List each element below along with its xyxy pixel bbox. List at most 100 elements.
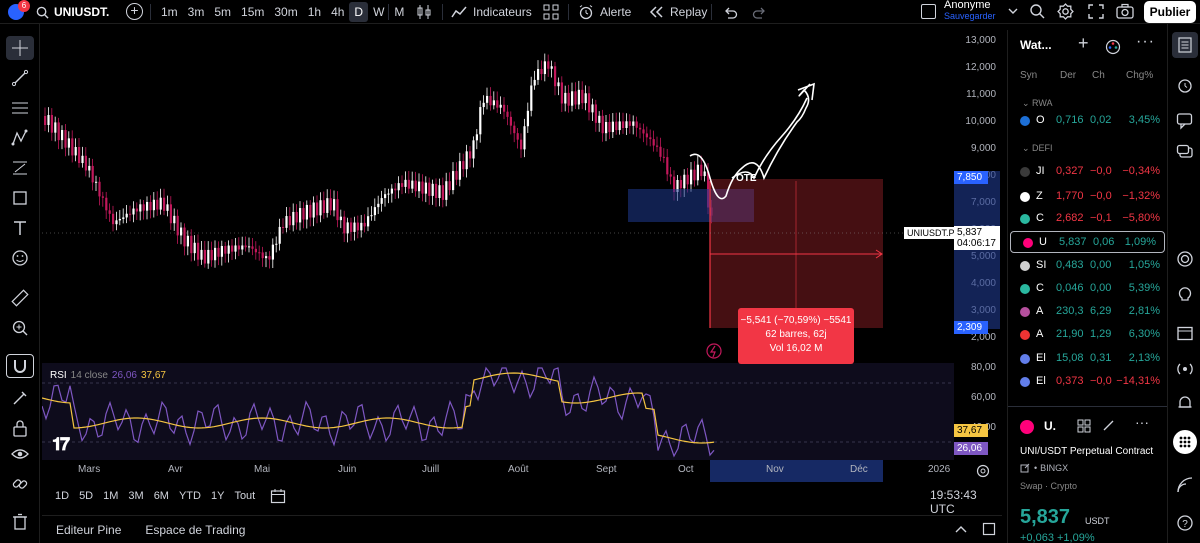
watchlist-row[interactable]: Z 1,770 −0,0 −1,32% <box>1008 186 1168 208</box>
watchlist-row[interactable]: A 230,3 6,29 2,81% <box>1008 301 1168 323</box>
timeframe-15m[interactable]: 15m <box>241 5 265 19</box>
range-tout[interactable]: Tout <box>234 490 256 502</box>
menu-button[interactable]: 6 <box>6 0 30 22</box>
timeframe-M[interactable]: M <box>394 5 405 19</box>
text-tool[interactable] <box>6 216 34 240</box>
chat-icon[interactable] <box>1176 112 1194 130</box>
signal-icon[interactable] <box>1176 476 1194 494</box>
timeframe-30m[interactable]: 30m <box>274 5 298 19</box>
rsi-legend[interactable]: RSI 14 close 26,06 37,67 <box>50 370 166 381</box>
range-ytd[interactable]: YTD <box>178 490 201 502</box>
clock[interactable]: 19:53:43 UTC <box>930 488 977 516</box>
chevron-down-icon[interactable] <box>1008 7 1018 15</box>
range-5d[interactable]: 5D <box>79 490 94 502</box>
fib-tool[interactable] <box>6 96 34 120</box>
watchlist-row[interactable]: SI 0,483 0,00 1,05% <box>1008 255 1168 277</box>
gear-icon[interactable] <box>1057 3 1074 20</box>
redo-icon[interactable] <box>752 5 768 19</box>
pattern-tool[interactable] <box>6 126 34 150</box>
link-tool[interactable] <box>6 472 34 496</box>
projection-drawing-up[interactable] <box>731 97 808 180</box>
timeframe-3m[interactable]: 3m <box>187 5 205 19</box>
range-3m[interactable]: 3M <box>128 490 144 502</box>
timeframe-W[interactable]: W <box>373 5 385 19</box>
tab-trading-panel[interactable]: Espace de Trading <box>145 522 246 537</box>
detail-symbol[interactable]: U. <box>1044 419 1056 433</box>
replay-button[interactable]: Replay <box>648 2 707 22</box>
bell-icon[interactable] <box>1176 394 1194 412</box>
watchlist-row[interactable]: El 15,08 0,31 2,13% <box>1008 348 1168 370</box>
timeframe-D[interactable]: D <box>349 2 369 22</box>
chart-pane[interactable]: OTE −5,541 (−70,59%) −5541 62 barres, 62… <box>41 28 958 482</box>
watchlist-row[interactable]: C 2,682 −0,1 −5,80% <box>1008 208 1168 230</box>
indicators-button[interactable]: Indicateurs <box>451 2 532 22</box>
calendar-icon[interactable] <box>270 488 286 504</box>
col-change-pct[interactable]: Chg% <box>1126 70 1154 81</box>
watchlist-row[interactable]: A 21,90 1,29 6,30% <box>1008 324 1168 346</box>
watchlist-title[interactable]: Wat... <box>1020 38 1052 52</box>
candles-icon[interactable] <box>416 4 432 20</box>
add-symbol-icon[interactable]: + <box>1078 33 1089 53</box>
symbol-search[interactable]: UNIUSDT. <box>36 2 109 22</box>
publish-button[interactable]: Publier <box>1144 1 1196 23</box>
timeframe-4h[interactable]: 4h <box>331 5 345 19</box>
time-axis[interactable]: Mars Avr Mai Juin Juill Août Sept Oct Nov Déc 2026 <box>42 464 954 480</box>
apps-button[interactable] <box>1173 430 1197 454</box>
stay-drawing-tool[interactable] <box>6 386 34 410</box>
col-last[interactable]: Der <box>1060 70 1077 81</box>
calendar-events-icon[interactable] <box>1176 324 1194 342</box>
range-6m[interactable]: 6M <box>153 490 169 502</box>
templates-grid-icon[interactable] <box>543 4 559 20</box>
grid-icon[interactable] <box>1077 419 1091 433</box>
range-1d[interactable]: 1D <box>55 490 70 502</box>
price-axis[interactable]: 13,00012,00011,00010,0009,0008,0007,0006… <box>954 28 1000 482</box>
chevron-up-icon[interactable] <box>954 524 968 534</box>
ote-label[interactable]: OTE <box>736 173 757 184</box>
help-icon[interactable]: ? <box>1176 514 1194 532</box>
ote-zone[interactable] <box>628 189 754 222</box>
col-symbol[interactable]: Syn <box>1020 70 1038 81</box>
broadcast-icon[interactable] <box>1176 360 1194 378</box>
undo-icon[interactable] <box>722 5 738 19</box>
alarm-icon[interactable] <box>1176 76 1194 94</box>
hide-tool[interactable] <box>6 442 34 466</box>
range-1m[interactable]: 1M <box>103 490 119 502</box>
price-chart[interactable] <box>41 28 954 482</box>
detail-more-icon[interactable]: ··· <box>1135 414 1149 430</box>
range-1y[interactable]: 1Y <box>210 490 225 502</box>
chart-palette-icon[interactable] <box>1105 39 1121 55</box>
ruler-tool[interactable] <box>6 286 34 310</box>
watchlist-toggle[interactable] <box>1172 32 1198 58</box>
section-rwa[interactable]: ⌄ RWA <box>1022 98 1053 108</box>
alert-button[interactable]: Alerte <box>578 2 631 22</box>
timeframe-1m[interactable]: 1m <box>161 5 178 19</box>
save-link[interactable]: Sauvegarder <box>944 11 996 21</box>
detail-exchange[interactable]: • BINGX <box>1020 463 1068 473</box>
watchlist-row[interactable]: O 0,716 0,02 3,45% <box>1008 110 1168 132</box>
prediction-tool[interactable] <box>6 156 34 180</box>
watchlist-row[interactable]: C 0,046 0,00 5,39% <box>1008 278 1168 300</box>
timeframe-5m[interactable]: 5m <box>214 5 232 19</box>
watchlist-row[interactable]: JI 0,327 −0,0 −0,34% <box>1008 161 1168 183</box>
target-icon[interactable] <box>1176 250 1194 268</box>
emoji-tool[interactable] <box>6 246 34 270</box>
messages-icon[interactable] <box>1176 144 1194 162</box>
lightning-icon[interactable] <box>706 343 722 359</box>
quick-search-icon[interactable] <box>1029 3 1045 19</box>
delete-tool[interactable] <box>6 510 34 534</box>
watchlist-row[interactable]: El 0,373 −0,0 −14,31% <box>1008 371 1168 393</box>
watchlist-row[interactable]: U 5,837 0,06 1,09% <box>1010 231 1165 253</box>
section-defi[interactable]: ⌄ DEFI <box>1022 143 1053 153</box>
layout-square-icon[interactable] <box>921 4 936 19</box>
compare-symbol-button[interactable]: + <box>126 3 143 20</box>
col-change[interactable]: Ch <box>1092 70 1105 81</box>
layout-name[interactable]: Anonyme Sauvegarder <box>944 0 996 22</box>
tab-pine-editor[interactable]: Editeur Pine <box>56 522 122 537</box>
timeframe-1h[interactable]: 1h <box>307 5 322 19</box>
axis-settings-icon[interactable] <box>976 464 990 478</box>
edit-pencil-icon[interactable] <box>1102 418 1116 432</box>
shapes-tool[interactable] <box>6 186 34 210</box>
camera-icon[interactable] <box>1116 3 1134 19</box>
trendline-tool[interactable] <box>6 66 34 90</box>
zoom-tool[interactable] <box>6 316 34 340</box>
